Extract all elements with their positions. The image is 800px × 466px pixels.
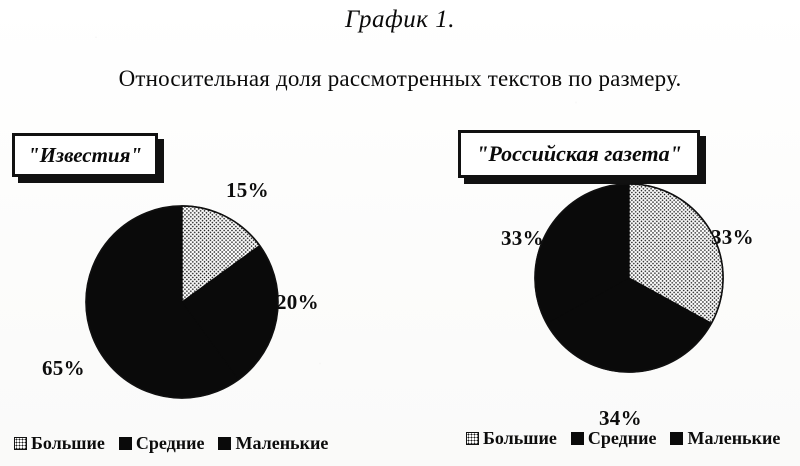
chart-panel-izvestiya: "Известия" 15% 20% 65% Большие xyxy=(0,120,400,466)
legend-swatch-dotted-icon xyxy=(466,432,479,445)
pie-label-malenkie-izvestiya: 65% xyxy=(42,356,85,380)
legend-entry-bolshie-rg: Большие xyxy=(466,428,557,449)
legend-label-malenkie: Маленькие xyxy=(687,428,781,448)
legend-swatch-solid-icon xyxy=(218,437,232,450)
legend-label-srednie: Средние xyxy=(135,433,205,453)
pie-label-bolshie-izvestiya: 15% xyxy=(226,178,269,202)
page-title: График 1. xyxy=(345,6,455,33)
pie-outline-izvestiya xyxy=(85,205,279,399)
pie-label-srednie-rg: 34% xyxy=(599,406,642,430)
pie-outline-rossiyskaya-gazeta xyxy=(534,183,724,373)
legend-label-bolshie: Большие xyxy=(483,428,557,448)
legend-swatch-solid-icon xyxy=(570,432,584,445)
legend-izvestiya: Большие Средние Маленькие xyxy=(14,433,328,454)
pie-label-bolshie-rg: 33% xyxy=(711,225,754,249)
page-subtitle: Относительная доля рассмотренных текстов… xyxy=(118,66,682,91)
legend-entry-bolshie-izvestiya: Большие xyxy=(14,433,105,454)
chart-panel-rossiyskaya-gazeta: "Российская газета" 33% 33% 34% Большие xyxy=(400,120,800,466)
legend-entry-malenkie-izvestiya: Маленькие xyxy=(218,433,328,454)
pie-chart-rossiyskaya-gazeta xyxy=(533,182,725,374)
chart-caption-izvestiya: "Известия" xyxy=(12,133,158,177)
pie-chart-izvestiya xyxy=(84,204,280,400)
chart-caption-rossiyskaya-gazeta: "Российская газета" xyxy=(458,130,700,178)
legend-label-bolshie: Большие xyxy=(31,433,105,453)
legend-entry-srednie-rg: Средние xyxy=(570,428,657,449)
pie-svg-izvestiya xyxy=(85,205,279,399)
legend-label-srednie: Средние xyxy=(587,428,657,448)
legend-label-malenkie: Маленькие xyxy=(235,433,329,453)
legend-swatch-dotted-icon xyxy=(14,437,27,450)
pie-label-srednie-izvestiya: 20% xyxy=(276,290,319,314)
legend-entry-srednie-izvestiya: Средние xyxy=(118,433,205,454)
legend-entry-malenkie-rg: Маленькие xyxy=(670,428,780,449)
legend-swatch-solid-icon xyxy=(118,437,132,450)
legend-rossiyskaya-gazeta: Большие Средние Маленькие xyxy=(466,428,780,449)
pie-svg-rossiyskaya-gazeta xyxy=(534,183,724,373)
legend-swatch-solid-icon xyxy=(670,432,684,445)
pie-label-malenkie-rg: 33% xyxy=(501,226,544,250)
